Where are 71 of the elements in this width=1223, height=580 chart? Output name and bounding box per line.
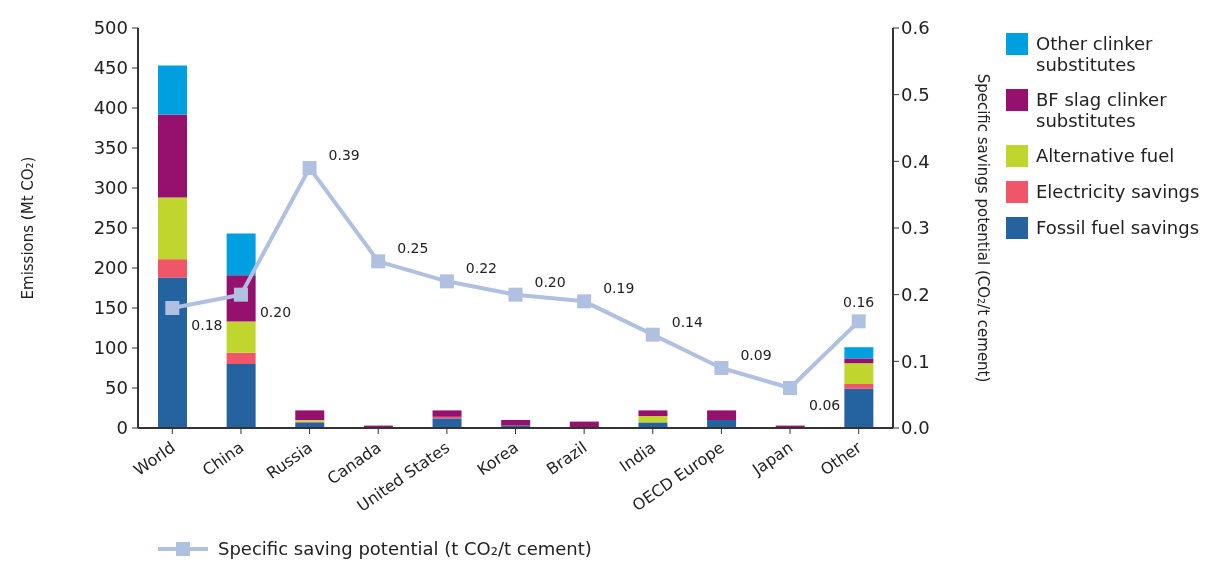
bar xyxy=(844,388,874,428)
y2-axis-title: Specific savings potential (CO₂/t cement) xyxy=(973,73,992,383)
y-tick-label: 50 xyxy=(105,377,128,398)
point xyxy=(165,301,180,315)
point xyxy=(371,254,386,269)
bar xyxy=(501,420,531,426)
data-label: 0.06 xyxy=(809,397,841,413)
y-tick-label: 250 xyxy=(93,217,128,238)
x-tick-label: India xyxy=(616,437,660,476)
legend-label: Electricity savings xyxy=(1036,181,1200,202)
legend-label: BF slag clinker substitutes xyxy=(1036,89,1168,131)
y-tick-label: 300 xyxy=(93,177,128,198)
bar xyxy=(158,114,187,198)
data-label: 0.20 xyxy=(534,273,566,290)
bar xyxy=(707,410,737,420)
bar xyxy=(432,410,462,417)
bar xyxy=(226,364,256,428)
point xyxy=(714,361,729,375)
y-axis-title: Emissions (Mt CO₂) xyxy=(19,156,38,300)
y-tick-label: 350 xyxy=(93,137,128,158)
point xyxy=(645,327,660,342)
data-label: 0.19 xyxy=(603,280,635,297)
data-label: 0.22 xyxy=(465,260,498,277)
bar xyxy=(158,65,187,115)
y2-tick-label: 0.3 xyxy=(901,217,930,239)
bar xyxy=(844,363,874,384)
bar xyxy=(844,358,874,364)
legend-label: Fossil fuel savings xyxy=(1036,217,1200,238)
y2-tick-label: 0.0 xyxy=(901,417,930,439)
bar xyxy=(432,418,462,428)
point xyxy=(302,161,317,175)
y-tick-label: 100 xyxy=(93,337,128,358)
bar xyxy=(844,384,874,389)
point xyxy=(851,314,866,329)
bar xyxy=(158,197,187,260)
data-label: 0.14 xyxy=(671,313,704,330)
legend-label: Other clinker substitutes xyxy=(1036,33,1154,75)
bar xyxy=(638,422,668,428)
y2-tick-label: 0.6 xyxy=(901,17,930,39)
point xyxy=(783,381,798,395)
point xyxy=(577,294,592,309)
point xyxy=(508,287,523,302)
data-label: 0.39 xyxy=(328,147,360,163)
data-label: 0.09 xyxy=(740,347,772,363)
y-tick-label: 500 xyxy=(93,17,128,38)
point xyxy=(439,274,454,289)
y2-tick-label: 0.5 xyxy=(901,84,930,106)
legend-label: Alternative fuel xyxy=(1036,145,1175,166)
bar xyxy=(158,259,187,278)
y-tick-label: 0 xyxy=(116,417,128,438)
bar xyxy=(158,277,187,428)
y-tick-label: 150 xyxy=(93,297,128,318)
bar xyxy=(638,410,668,416)
bar xyxy=(295,410,325,420)
data-label: 0.25 xyxy=(397,240,429,257)
bar xyxy=(226,321,256,353)
legend-label: Specific saving potential (t CO₂/t cement) xyxy=(218,538,592,559)
y-tick-label: 200 xyxy=(93,257,128,278)
y2-tick-label: 0.1 xyxy=(901,350,930,372)
y2-tick-label: 0.4 xyxy=(901,150,930,172)
data-label: 0.20 xyxy=(259,303,292,320)
bar xyxy=(844,347,874,359)
bar xyxy=(226,352,256,364)
y-tick-label: 450 xyxy=(93,57,128,78)
y2-tick-label: 0.2 xyxy=(901,284,930,306)
data-label: 0.18 xyxy=(191,317,223,333)
y-tick-label: 400 xyxy=(93,97,128,118)
data-label: 0.16 xyxy=(843,294,875,311)
bar xyxy=(295,422,325,428)
bar xyxy=(638,416,668,423)
bar xyxy=(226,233,256,276)
